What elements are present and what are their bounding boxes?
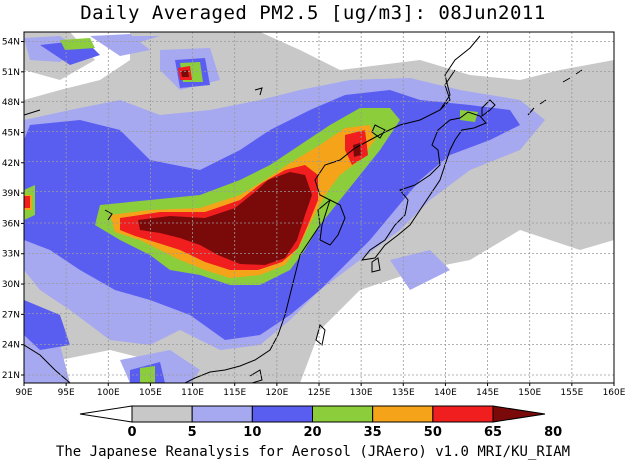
- colorbar-label: 35: [364, 425, 382, 440]
- latitude-axis: 54N 51N 48N 45N 42N 39N 36N 33N 30N 27N 24N 21N: [2, 38, 24, 381]
- lon-tick-label: 150E: [518, 388, 541, 398]
- colorbar-segment: [492, 405, 546, 423]
- colorbar-segment: [432, 405, 494, 423]
- colorbar-label: 65: [484, 425, 502, 440]
- lon-tick-label: 110E: [181, 388, 204, 398]
- coastlines: [24, 35, 583, 383]
- lat-tick-label: 51N: [2, 68, 20, 78]
- colorbar-segment: [79, 405, 133, 423]
- colorbar-segment: [251, 405, 313, 423]
- colorbar-label: 20: [303, 425, 321, 440]
- lon-tick-label: 160E: [603, 388, 626, 398]
- lon-tick-label: 120E: [265, 388, 288, 398]
- colorbar-segment: [191, 405, 253, 423]
- colorbar-segment: [372, 405, 434, 423]
- lat-tick-label: 42N: [2, 159, 20, 169]
- lon-tick-label: 155E: [560, 388, 583, 398]
- colorbar-label: 80: [544, 425, 562, 440]
- colorbar-segment: [312, 405, 374, 423]
- pm25-field: [24, 32, 614, 383]
- colorbar-label: 10: [243, 425, 261, 440]
- lat-tick-label: 33N: [2, 250, 20, 260]
- lat-tick-label: 30N: [2, 280, 20, 290]
- map-footer: The Japanese Reanalysis for Aerosol (JRA…: [55, 444, 571, 460]
- map-title: Daily Averaged PM2.5 [ug/m3]: 08Jun2011: [80, 2, 546, 24]
- lat-tick-label: 36N: [2, 219, 20, 229]
- lat-tick-label: 45N: [2, 128, 20, 138]
- lon-tick-label: 95E: [58, 388, 75, 398]
- colorbar: 0 5 10 20 35 50 65 80: [79, 405, 562, 440]
- map-grid: [24, 32, 614, 383]
- lat-tick-label: 39N: [2, 189, 20, 199]
- lat-tick-label: 48N: [2, 98, 20, 108]
- lon-tick-label: 125E: [308, 388, 331, 398]
- lon-tick-label: 145E: [476, 388, 499, 398]
- lon-tick-label: 130E: [350, 388, 373, 398]
- lat-tick-label: 21N: [2, 371, 20, 381]
- lon-tick-label: 135E: [392, 388, 415, 398]
- colorbar-label: 5: [188, 425, 197, 440]
- pm25-level-80-plus: [138, 70, 361, 265]
- lat-tick-label: 54N: [2, 38, 20, 48]
- lat-tick-label: 27N: [2, 310, 20, 320]
- colorbar-label: 50: [424, 425, 442, 440]
- colorbar-segment: [131, 405, 193, 423]
- lon-tick-label: 115E: [223, 388, 246, 398]
- lon-tick-label: 105E: [139, 388, 162, 398]
- longitude-axis: 90E 95E 100E 105E 110E 115E 120E 125E 130E 135E 14…: [15, 383, 626, 398]
- lon-tick-label: 100E: [97, 388, 120, 398]
- lon-tick-label: 140E: [434, 388, 457, 398]
- colorbar-label: 0: [127, 425, 136, 440]
- lon-tick-label: 90E: [15, 388, 32, 398]
- lat-tick-label: 24N: [2, 341, 20, 351]
